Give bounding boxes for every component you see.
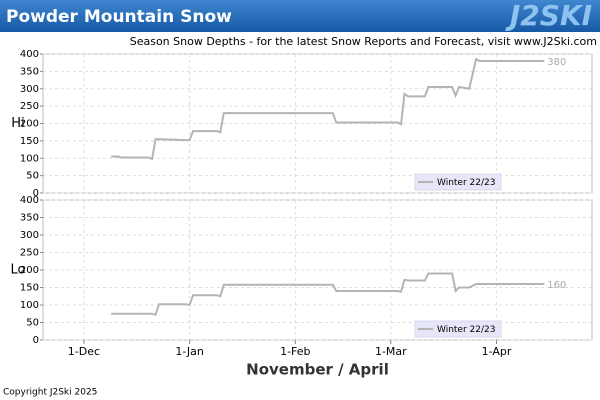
y-tick-label: 350 <box>20 213 39 224</box>
end-label: 380 <box>547 57 566 68</box>
copyright: Copyright J2Ski 2025 <box>3 388 97 398</box>
y-tick-label: 250 <box>20 101 39 112</box>
y-axis-label: Hi <box>11 116 24 131</box>
header-bar <box>0 0 600 32</box>
plot-area <box>42 53 593 194</box>
y-tick-label: 200 <box>20 265 39 276</box>
y-tick-label: 50 <box>26 171 39 182</box>
end-label: 160 <box>547 280 566 291</box>
legend-label: Winter 22/23 <box>437 178 495 188</box>
y-tick-label: 150 <box>20 136 39 147</box>
y-tick-label: 400 <box>20 195 39 206</box>
y-tick-label: 0 <box>33 188 39 199</box>
y-tick-label: 250 <box>20 248 39 259</box>
y-tick-label: 50 <box>26 318 39 329</box>
y-tick-label: 300 <box>20 84 39 95</box>
x-tick-label: 1-Dec <box>68 345 100 358</box>
header-title: Powder Mountain Snow <box>6 7 232 27</box>
y-tick-label: 200 <box>20 119 39 130</box>
x-tick-label: 1-Feb <box>280 345 310 358</box>
plot-area <box>42 199 593 341</box>
y-tick-label: 100 <box>20 300 39 311</box>
legend-box <box>414 173 502 191</box>
y-axis-label: Lo <box>11 263 26 278</box>
legend-box <box>414 320 502 338</box>
y-tick-label: 300 <box>20 230 39 241</box>
x-axis-label: November / April <box>246 361 389 379</box>
line-series <box>111 57 545 161</box>
y-tick-label: 350 <box>20 66 39 77</box>
y-tick-label: 0 <box>33 335 39 346</box>
x-tick-label: 1-Jan <box>175 345 204 358</box>
y-tick-label: 100 <box>20 153 39 164</box>
legend-label: Winter 22/23 <box>437 325 495 335</box>
line-series <box>111 272 545 317</box>
x-tick-label: 1-Mar <box>375 345 407 358</box>
logo: J2SKI <box>505 0 592 32</box>
y-tick-label: 150 <box>20 283 39 294</box>
subtitle: Season Snow Depths - for the latest Snow… <box>130 35 597 48</box>
y-tick-label: 400 <box>20 49 39 60</box>
x-tick-label: 1-Apr <box>482 345 512 358</box>
